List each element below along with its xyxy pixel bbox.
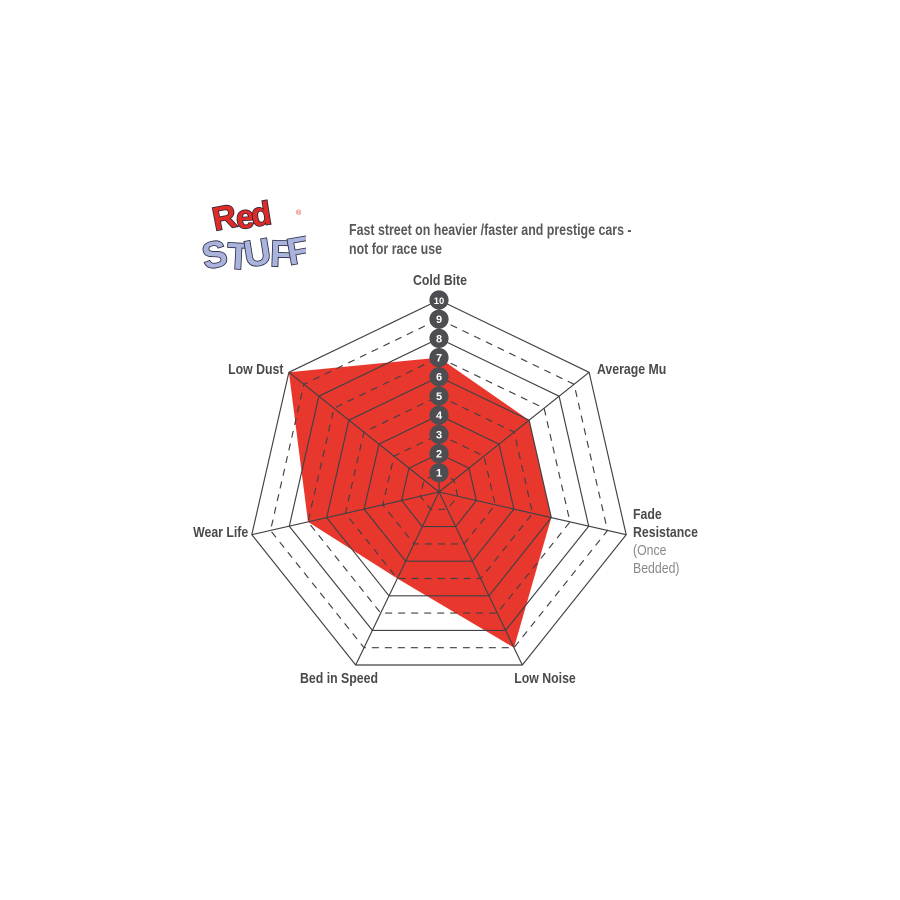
scale-badge-6: 6 [429,367,449,387]
grid-ring-9 [269,318,609,649]
logo-word-stuff: STUFF [198,228,306,276]
scale-badge-9: 9 [429,309,449,329]
description-line1: Fast street on heavier /faster and prest… [349,222,632,239]
redstuff-logo: Red STUFF ® [198,192,306,276]
scale-badge-2: 2 [429,444,449,464]
grid-ring-1 [419,472,459,510]
axis-spoke-3 [438,491,523,666]
scale-badge-4: 4 [429,405,449,425]
axis-label-cold-bite: Cold Bite [413,272,467,289]
grid-ring-4 [363,414,515,562]
svg-text:3: 3 [436,429,442,441]
axis-spoke-1 [438,371,590,493]
axis-spoke-2 [438,491,627,536]
axis-label-bed-in-speed: Bed in Speed [300,670,378,687]
svg-text:4: 4 [436,410,443,422]
svg-text:9: 9 [436,314,442,326]
scale-badge-7: 7 [429,348,449,368]
description-line2: not for race use [349,241,443,258]
axis-label-fade-sub: (Once Bedded) [633,542,680,577]
scale-badge-1: 1 [429,463,449,483]
axis-label-fade-resistance: Fade Resistance (Once Bedded) [633,506,715,578]
grid-ring-3 [382,433,496,545]
grid-ring-6 [326,376,552,597]
scale-badge-10: 10 [429,290,449,310]
svg-text:10: 10 [434,296,445,307]
svg-text:5: 5 [436,391,442,403]
registered-mark: ® [296,209,302,217]
scale-badge-5: 5 [429,386,449,406]
svg-text:1: 1 [436,468,442,480]
grid-ring-8 [288,337,590,631]
data-polygon-redstuff [288,357,552,648]
axis-spoke-6 [288,371,440,493]
axis-label-fade-main: Fade Resistance [633,506,698,541]
svg-text:2: 2 [436,449,442,461]
axis-spoke-5 [251,491,440,536]
svg-text:6: 6 [436,372,442,384]
chart-description: Fast street on heavier /faster and prest… [349,221,632,259]
axis-label-average-mu: Average Mu [597,361,667,378]
svg-text:8: 8 [436,333,442,345]
axis-spoke-4 [355,491,440,666]
axis-label-wear-life: Wear Life [192,524,248,541]
grid-ring-7 [307,356,571,614]
grid-ring-10 [251,299,627,666]
axis-label-low-dust: Low Dust [227,361,283,378]
scale-badge-8: 8 [429,328,449,348]
logo-word-red: Red [209,193,272,239]
scale-badge-3: 3 [429,424,449,444]
axis-label-low-noise: Low Noise [514,670,576,687]
grid-ring-5 [344,395,534,580]
grid-ring-2 [400,452,478,528]
svg-text:7: 7 [436,353,442,365]
